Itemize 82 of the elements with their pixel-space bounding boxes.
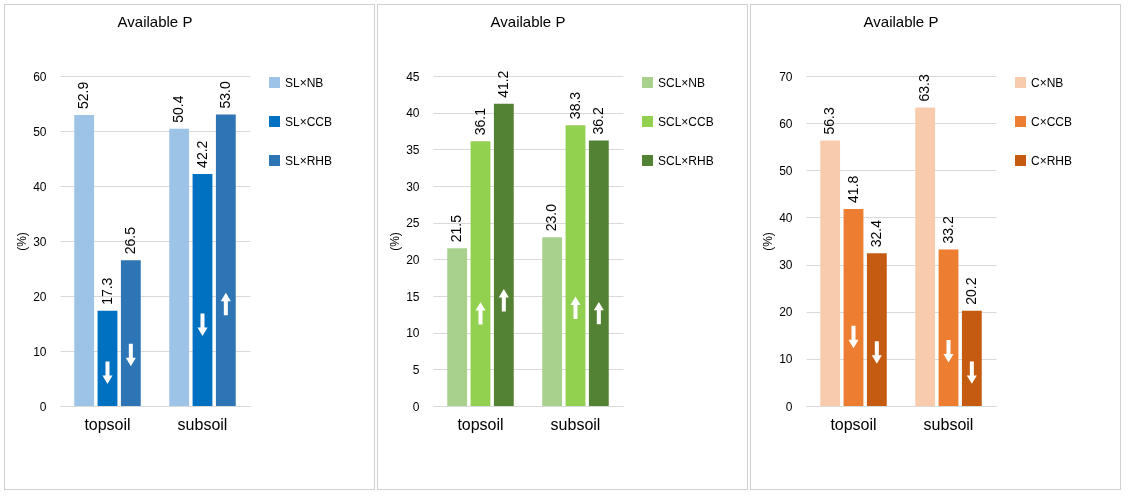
y-tick-label: 20 [406,252,420,267]
x-tick-label: subsoil [550,415,601,433]
x-tick-label: topsoil [457,415,504,433]
data-label: 21.5 [448,214,465,243]
y-tick-label: 50 [33,124,47,139]
bar [493,103,514,406]
x-tick-label: subsoil [923,415,974,433]
y-tick-label: 35 [406,142,420,157]
data-label: 63.3 [916,74,933,102]
bar [866,253,887,406]
legend-label: SCL×RHB [658,153,714,168]
bar [120,260,141,406]
bar [215,114,236,406]
bar [565,125,586,406]
y-tick-label: 40 [33,179,47,194]
x-tick-label: subsoil [177,415,228,433]
chart-title: Available P [117,13,193,30]
chart-title: Available P [490,13,566,30]
legend-label: SL×CCB [285,114,333,129]
data-label: 23.0 [543,203,560,232]
data-label: 56.3 [821,107,838,135]
bar [97,310,118,406]
data-label: 42.2 [193,140,210,168]
y-tick-label: 15 [406,289,420,304]
y-tick-label: 45 [406,69,420,84]
bar [938,249,959,406]
data-label: 36.2 [589,107,606,135]
legend-label: SL×RHB [285,153,333,168]
x-tick-label: topsoil [830,415,877,433]
y-tick-label: 50 [779,163,793,178]
y-tick-label: 10 [779,352,793,367]
y-tick-label: 60 [33,69,47,84]
data-label: 53.0 [216,81,233,109]
bar [961,310,982,406]
legend-label: C×RHB [1031,153,1073,168]
data-label: 41.2 [494,70,511,98]
y-tick-label: 30 [406,179,420,194]
y-tick-label: 60 [779,116,793,131]
y-tick-label: 20 [33,289,47,304]
y-tick-label: 40 [406,106,420,121]
bar [542,237,563,406]
bar [192,173,213,406]
legend-label: SCL×CCB [658,114,714,129]
data-label: 32.4 [867,219,884,248]
data-label: 33.2 [939,216,956,244]
bar [843,208,864,406]
y-tick-label: 25 [406,216,420,231]
bar [915,107,936,406]
legend-label: SCL×NB [658,75,706,90]
bar [820,140,841,406]
y-tick-label: 5 [412,362,420,377]
bar [74,115,95,406]
y-tick-label: 30 [33,234,47,249]
y-axis-title: (%) [15,232,30,251]
legend-label: C×CCB [1031,114,1073,129]
bar [447,248,468,406]
data-label: 36.1 [471,107,488,136]
y-tick-label: 10 [33,344,47,359]
y-tick-label: 10 [406,326,420,341]
y-tick-label: 0 [39,399,47,414]
y-axis-title: (%) [761,232,776,251]
data-label: 41.8 [844,175,861,203]
bar [588,140,609,406]
data-label: 20.2 [962,277,979,305]
legend-label: C×NB [1031,75,1064,90]
data-label: 50.4 [170,95,187,123]
y-tick-label: 30 [779,258,793,273]
data-label: 17.3 [98,277,115,305]
chart-title: Available P [863,13,939,30]
y-tick-label: 0 [785,399,793,414]
data-label: 26.5 [121,226,138,255]
bar [169,128,190,406]
y-tick-label: 40 [779,210,793,225]
y-axis-title: (%) [388,232,403,251]
data-label: 38.3 [566,91,583,120]
y-tick-label: 20 [779,305,793,320]
data-label: 52.9 [75,81,92,110]
y-tick-label: 70 [779,69,793,84]
y-tick-label: 0 [412,399,420,414]
x-tick-label: topsoil [84,415,131,433]
bar [470,141,491,406]
legend-label: SL×NB [285,75,324,90]
